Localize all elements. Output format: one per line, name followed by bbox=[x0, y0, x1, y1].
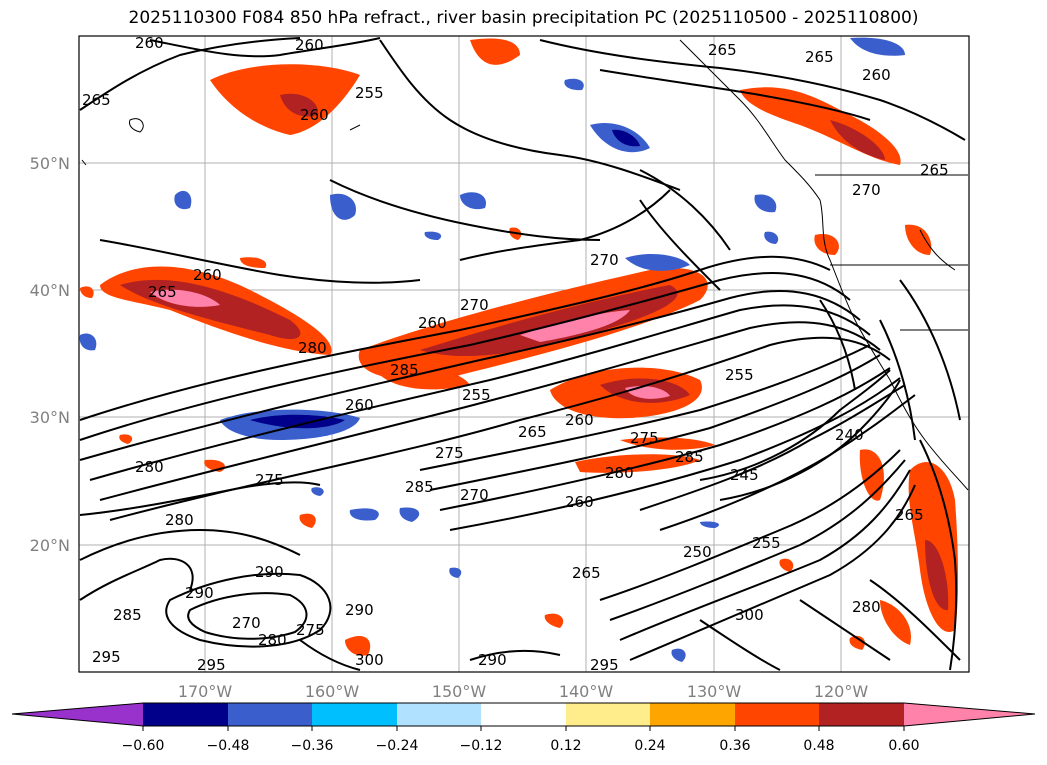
contour-label: 270 bbox=[852, 181, 881, 199]
colorbar-segment bbox=[397, 703, 481, 726]
contour-label: 260 bbox=[295, 36, 324, 54]
colorbar-segment bbox=[650, 703, 735, 726]
contour-label: 275 bbox=[296, 621, 325, 639]
contour-label: 260 bbox=[565, 411, 594, 429]
contour-label: 260 bbox=[418, 314, 447, 332]
lat-label-30n: 30°N bbox=[30, 408, 70, 427]
lon-label-150w: 150°W bbox=[432, 682, 487, 701]
contour-label: 285 bbox=[113, 606, 142, 624]
contour-label: 260 bbox=[300, 106, 329, 124]
contour-label: 260 bbox=[345, 396, 374, 414]
lat-label-50n: 50°N bbox=[30, 154, 70, 173]
contour-label: 280 bbox=[258, 631, 287, 649]
colorbar-tick-label: 0.36 bbox=[719, 738, 750, 754]
colorbar-tick-label: 0.12 bbox=[550, 738, 581, 754]
contour-label: 295 bbox=[92, 648, 121, 666]
lat-label-20n: 20°N bbox=[30, 536, 70, 555]
contour-label: 260 bbox=[565, 493, 594, 511]
colorbar-segment bbox=[481, 703, 566, 726]
colorbar-tick-label: 0.24 bbox=[634, 738, 665, 754]
contour-label: 285 bbox=[675, 448, 704, 466]
contour-label: 295 bbox=[197, 656, 226, 674]
contour-label: 290 bbox=[345, 601, 374, 619]
contour-label: 275 bbox=[435, 444, 464, 462]
contour-label: 275 bbox=[630, 429, 659, 447]
contour-label: 265 bbox=[518, 423, 547, 441]
colorbar-tick-label: −0.36 bbox=[291, 738, 334, 754]
colorbar-segment bbox=[735, 703, 819, 726]
contour-label: 255 bbox=[355, 84, 384, 102]
negative-anomaly-shading bbox=[79, 37, 905, 662]
contour-label: 285 bbox=[405, 478, 434, 496]
lon-label-170w: 170°W bbox=[178, 682, 233, 701]
colorbar-segment bbox=[143, 703, 228, 726]
latitude-labels: 50°N 40°N 30°N 20°N bbox=[30, 154, 70, 555]
contour-label: 280 bbox=[605, 464, 634, 482]
colorbar-ticks bbox=[142, 726, 905, 731]
colorbar-segment bbox=[819, 703, 904, 726]
longitude-labels: 170°W 160°W 150°W 140°W 130°W 120°W bbox=[178, 682, 869, 701]
figure-title: 2025110300 F084 850 hPa refract., river … bbox=[128, 8, 919, 28]
contour-label: 300 bbox=[735, 606, 764, 624]
lat-label-40n: 40°N bbox=[30, 281, 70, 300]
contour-label: 290 bbox=[255, 563, 284, 581]
lon-label-130w: 130°W bbox=[687, 682, 742, 701]
contour-label: 280 bbox=[298, 339, 327, 357]
contour-label: 285 bbox=[390, 361, 419, 379]
colorbar-extend-min bbox=[12, 703, 143, 726]
colorbar: −0.60 −0.48 −0.36 −0.24 −0.12 0.12 0.24 … bbox=[11, 702, 1036, 754]
colorbar-extend-max bbox=[904, 703, 1035, 726]
contour-label: 265 bbox=[572, 564, 601, 582]
contour-label: 265 bbox=[82, 91, 111, 109]
contour-label: 255 bbox=[462, 386, 491, 404]
contour-label: 280 bbox=[135, 458, 164, 476]
contour-label: 265 bbox=[148, 283, 177, 301]
colorbar-tick-label: −0.24 bbox=[376, 738, 419, 754]
colorbar-tick-label: −0.60 bbox=[122, 738, 165, 754]
contour-label: 300 bbox=[355, 651, 384, 669]
map-frame bbox=[78, 35, 970, 673]
contour-label: 275 bbox=[255, 471, 284, 489]
contour-label: 250 bbox=[683, 543, 712, 561]
contour-label: 245 bbox=[730, 466, 759, 484]
contour-label: 265 bbox=[708, 41, 737, 59]
contour-label: 255 bbox=[752, 534, 781, 552]
contour-label: 280 bbox=[852, 598, 881, 616]
contour-label: 260 bbox=[193, 266, 222, 284]
contour-label: 270 bbox=[590, 251, 619, 269]
contour-label: 260 bbox=[862, 66, 891, 84]
contour-label: 240 bbox=[835, 426, 864, 444]
refractivity-contours bbox=[79, 37, 966, 671]
contour-label: 255 bbox=[725, 366, 754, 384]
lon-label-140w: 140°W bbox=[559, 682, 614, 701]
contour-label: 295 bbox=[590, 656, 619, 674]
contour-label: 265 bbox=[895, 506, 924, 524]
colorbar-segment bbox=[312, 703, 397, 726]
lon-label-120w: 120°W bbox=[814, 682, 869, 701]
contour-label: 290 bbox=[478, 651, 507, 669]
colorbar-tick-label: −0.12 bbox=[460, 738, 503, 754]
contour-label: 280 bbox=[165, 511, 194, 529]
contour-label: 290 bbox=[185, 584, 214, 602]
coastlines bbox=[81, 39, 969, 491]
contour-label: 270 bbox=[460, 486, 489, 504]
positive-anomaly-shading bbox=[80, 38, 959, 656]
colorbar-tick-label: 0.48 bbox=[803, 738, 834, 754]
contour-label: 270 bbox=[460, 296, 489, 314]
lon-label-160w: 160°W bbox=[305, 682, 360, 701]
colorbar-tick-label: −0.48 bbox=[207, 738, 250, 754]
contour-label: 265 bbox=[805, 48, 834, 66]
contour-label: 270 bbox=[232, 614, 261, 632]
contour-label: 260 bbox=[135, 34, 164, 52]
colorbar-segment bbox=[228, 703, 312, 726]
contour-label: 265 bbox=[920, 161, 949, 179]
contour-labels: 260 260 265 265 260 255 260 265 260 270 … bbox=[82, 34, 949, 674]
colorbar-tick-label: 0.60 bbox=[888, 738, 919, 754]
colorbar-segment bbox=[566, 703, 650, 726]
